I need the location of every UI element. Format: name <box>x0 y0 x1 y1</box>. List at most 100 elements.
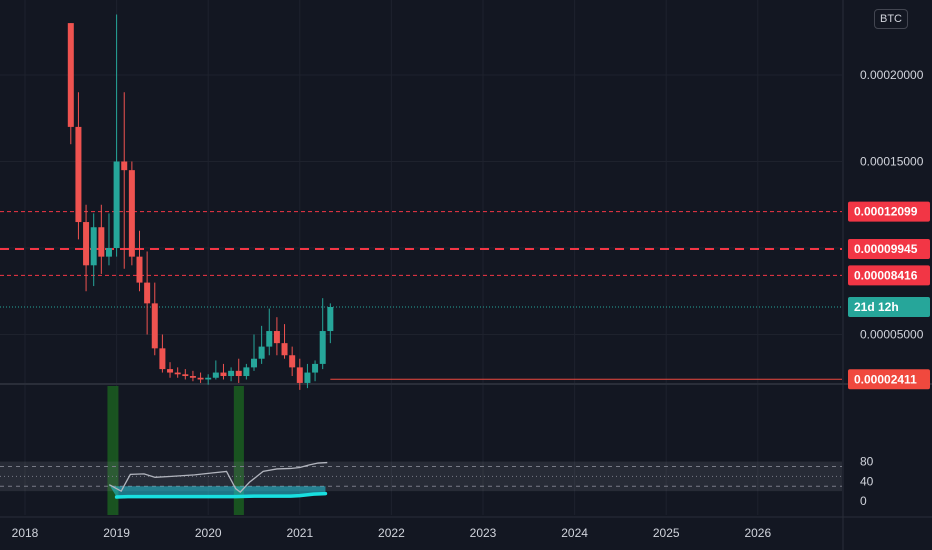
candle-body <box>144 282 151 304</box>
price-tag-box <box>848 201 930 222</box>
oscillator-fill <box>109 484 326 498</box>
candle-body <box>128 170 135 257</box>
price-tag-box <box>848 238 930 259</box>
time-tick-label: 2025 <box>653 526 680 540</box>
price-tick-label: 0.00020000 <box>860 68 924 82</box>
candle <box>296 358 303 390</box>
candle <box>105 213 112 266</box>
oscillator-highlights <box>107 386 244 515</box>
candle <box>212 360 219 380</box>
candle <box>167 362 174 378</box>
time-tick-label: 2023 <box>470 526 497 540</box>
candle <box>159 334 166 373</box>
oscillator-tick-label: 40 <box>860 474 874 488</box>
candle-body <box>312 363 319 373</box>
candle-body <box>151 303 158 349</box>
candle <box>113 14 120 257</box>
candle <box>144 251 151 335</box>
candle <box>220 363 227 380</box>
price-lines <box>0 211 842 380</box>
time-tick-label: 2026 <box>744 526 771 540</box>
candle-body <box>235 370 242 377</box>
candle <box>174 367 181 378</box>
candle-body <box>105 248 112 257</box>
support-price-tag: 0.00002411 <box>848 369 930 390</box>
candle <box>281 324 288 359</box>
candle-body <box>273 331 280 344</box>
candle <box>243 363 250 380</box>
candle-body <box>90 227 97 266</box>
candle <box>75 92 82 240</box>
candle <box>205 374 212 385</box>
candle-body <box>167 369 174 373</box>
candle-body <box>258 346 265 359</box>
candle <box>67 23 74 145</box>
candlestick-series <box>67 14 334 390</box>
oscillator-pane <box>0 461 842 499</box>
candle-body <box>289 355 296 368</box>
time-tick-label: 2020 <box>195 526 222 540</box>
price-tick-label: 0.00005000 <box>860 328 924 342</box>
candle-body <box>67 23 74 127</box>
candle-body <box>319 331 326 364</box>
currency-badge[interactable]: BTC <box>874 9 908 29</box>
candle-body <box>266 331 273 347</box>
candle-body <box>251 358 257 368</box>
candle-body <box>113 161 120 248</box>
candle-body <box>212 372 219 378</box>
candle <box>136 230 143 292</box>
price-tag-label: 0.00008416 <box>854 268 918 282</box>
candle-body <box>205 377 212 380</box>
price-tag-label: 0.00012099 <box>854 205 918 219</box>
candle-body <box>182 374 189 377</box>
time-tick-label: 2018 <box>12 526 39 540</box>
price-line-tag: 0.00009945 <box>848 238 930 259</box>
oscillator-line <box>108 461 328 493</box>
candle-body <box>304 372 311 383</box>
candle <box>151 282 158 356</box>
candle-body <box>159 348 166 370</box>
candle <box>258 325 265 364</box>
candle <box>83 204 90 292</box>
price-line-tag: 0.00008416 <box>848 265 930 286</box>
candle-body <box>174 372 181 375</box>
candle <box>228 367 235 382</box>
candle <box>273 317 280 356</box>
time-tick-label: 2024 <box>561 526 588 540</box>
price-tag-label: 0.00002411 <box>854 372 917 386</box>
highlight-column <box>233 386 244 515</box>
candle-body <box>228 370 235 377</box>
candle-body <box>189 376 196 378</box>
candle <box>251 334 257 371</box>
time-tick-label: 2019 <box>103 526 130 540</box>
candle <box>266 308 273 356</box>
price-line-tag: 0.00012099 <box>848 201 930 222</box>
price-tags: 0.00012099 0.00009945 0.00008416 21d 12h 0.0… <box>848 201 930 390</box>
candle-body <box>243 367 250 377</box>
time-tick-label: 2021 <box>286 526 313 540</box>
countdown-tag: 21d 12h <box>848 296 930 317</box>
price-tag-box <box>848 369 930 390</box>
candle <box>235 358 242 383</box>
candle-body <box>121 161 128 171</box>
candle <box>312 360 319 382</box>
candle-body <box>75 126 82 223</box>
candle <box>128 161 135 266</box>
price-tag-box <box>848 265 930 286</box>
candle <box>98 204 105 274</box>
candle <box>90 213 97 287</box>
candle <box>289 346 296 377</box>
candle <box>197 372 204 383</box>
price-tag-label: 0.00009945 <box>854 242 918 256</box>
candle-body <box>98 227 105 257</box>
time-tick-label: 2022 <box>378 526 405 540</box>
price-tag-box <box>848 296 930 317</box>
candle-body <box>296 367 303 383</box>
candle <box>319 298 326 370</box>
candle <box>182 369 189 380</box>
price-tag-label: 21d 12h <box>854 300 899 314</box>
candle-body <box>197 377 204 380</box>
candle-body <box>220 372 227 377</box>
oscillator-tick-label: 0 <box>860 494 867 508</box>
